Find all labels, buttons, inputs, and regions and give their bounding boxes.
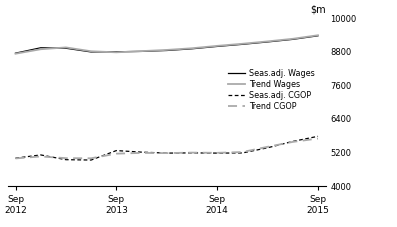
Trend CGOP	[89, 157, 94, 160]
Seas.adj. CGOP	[39, 153, 43, 156]
Seas.adj. Wages	[89, 51, 94, 53]
Line: Seas.adj. CGOP: Seas.adj. CGOP	[15, 136, 318, 160]
Trend CGOP	[290, 141, 295, 143]
Legend: Seas.adj. Wages, Trend Wages, Seas.adj. CGOP, Trend CGOP: Seas.adj. Wages, Trend Wages, Seas.adj. …	[227, 69, 315, 111]
Seas.adj. Wages	[240, 43, 245, 46]
Seas.adj. Wages	[164, 49, 169, 52]
Trend Wages	[39, 48, 43, 51]
Text: $m: $m	[310, 5, 326, 15]
Seas.adj. CGOP	[189, 152, 194, 154]
Line: Trend Wages: Trend Wages	[15, 35, 318, 54]
Seas.adj. CGOP	[164, 152, 169, 154]
Seas.adj. CGOP	[265, 146, 270, 149]
Trend Wages	[89, 50, 94, 53]
Trend Wages	[316, 34, 320, 37]
Trend Wages	[215, 44, 220, 47]
Seas.adj. Wages	[114, 50, 119, 53]
Line: Seas.adj. Wages: Seas.adj. Wages	[15, 36, 318, 53]
Seas.adj. CGOP	[114, 149, 119, 152]
Trend Wages	[240, 42, 245, 45]
Trend Wages	[290, 37, 295, 40]
Seas.adj. CGOP	[13, 157, 18, 160]
Trend Wages	[139, 50, 144, 52]
Seas.adj. CGOP	[64, 158, 68, 161]
Seas.adj. Wages	[189, 47, 194, 50]
Seas.adj. CGOP	[316, 135, 320, 138]
Trend CGOP	[13, 157, 18, 160]
Trend CGOP	[189, 151, 194, 154]
Trend CGOP	[240, 151, 245, 153]
Trend Wages	[64, 46, 68, 49]
Trend CGOP	[316, 137, 320, 140]
Seas.adj. CGOP	[215, 152, 220, 154]
Seas.adj. CGOP	[139, 151, 144, 153]
Line: Trend CGOP: Trend CGOP	[15, 138, 318, 158]
Trend CGOP	[114, 152, 119, 155]
Seas.adj. Wages	[316, 35, 320, 37]
Seas.adj. Wages	[290, 38, 295, 41]
Trend CGOP	[64, 157, 68, 160]
Trend Wages	[164, 49, 169, 51]
Seas.adj. CGOP	[290, 140, 295, 143]
Trend Wages	[13, 52, 18, 55]
Trend Wages	[189, 47, 194, 50]
Seas.adj. Wages	[265, 41, 270, 43]
Seas.adj. Wages	[139, 50, 144, 53]
Trend CGOP	[215, 151, 220, 154]
Seas.adj. Wages	[39, 46, 43, 49]
Seas.adj. CGOP	[240, 152, 245, 154]
Trend Wages	[265, 40, 270, 43]
Trend CGOP	[265, 146, 270, 148]
Trend CGOP	[164, 152, 169, 154]
Trend CGOP	[139, 152, 144, 154]
Trend CGOP	[39, 155, 43, 158]
Seas.adj. CGOP	[89, 159, 94, 161]
Seas.adj. Wages	[64, 47, 68, 50]
Trend Wages	[114, 51, 119, 54]
Seas.adj. Wages	[13, 52, 18, 54]
Seas.adj. Wages	[215, 45, 220, 48]
